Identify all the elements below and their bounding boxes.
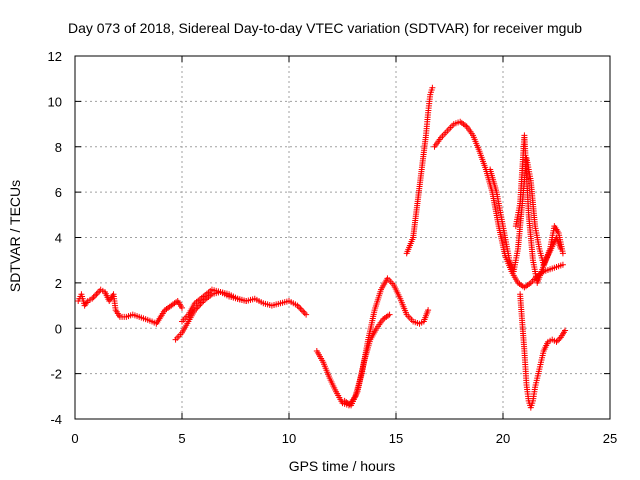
y-tick-label: 4 <box>55 231 62 246</box>
data-point <box>559 250 566 257</box>
series-segment-9 <box>512 132 566 286</box>
x-axis-label: GPS time / hours <box>289 458 396 474</box>
y-tick-label: 6 <box>55 185 62 200</box>
grid-lines <box>75 56 610 419</box>
data-point <box>298 307 305 314</box>
data-point <box>300 308 307 315</box>
data-point <box>559 261 566 268</box>
series-segment-6 <box>403 84 436 257</box>
data-point <box>562 327 569 334</box>
data-point <box>301 310 308 317</box>
series-segment-10 <box>517 291 569 411</box>
series-segment-5 <box>341 311 393 409</box>
x-tick-labels: 0 5 10 15 20 25 <box>71 431 617 446</box>
data-point <box>303 311 310 318</box>
data-points <box>75 84 569 411</box>
data-point <box>297 305 304 312</box>
data-point <box>243 298 250 305</box>
y-tick-labels: -4 -2 0 2 4 6 8 10 12 <box>48 49 62 427</box>
data-point <box>554 337 561 344</box>
y-tick-label: 8 <box>55 140 62 155</box>
data-point <box>91 292 98 299</box>
y-tick-label: 10 <box>48 94 62 109</box>
x-tick-label: 0 <box>71 431 78 446</box>
y-tick-label: 0 <box>55 321 62 336</box>
data-point <box>179 304 185 311</box>
y-axis-label: SDTVAR / TECUs <box>7 180 23 292</box>
data-point <box>295 304 302 311</box>
series-segment-1 <box>75 286 185 327</box>
data-point <box>429 84 436 91</box>
x-tick-label: 5 <box>178 431 185 446</box>
axis-ticks <box>74 55 611 420</box>
y-tick-label: -2 <box>50 367 62 382</box>
x-tick-label: 15 <box>389 431 403 446</box>
data-point <box>425 307 432 314</box>
y-tick-label: -4 <box>50 412 62 427</box>
chart-title: Day 073 of 2018, Sidereal Day-to-day VTE… <box>68 20 582 36</box>
y-tick-label: 2 <box>55 276 62 291</box>
data-point <box>90 294 97 301</box>
x-tick-label: 20 <box>496 431 510 446</box>
x-tick-label: 10 <box>282 431 296 446</box>
x-tick-label: 25 <box>603 431 617 446</box>
y-tick-label: 12 <box>48 49 62 64</box>
data-point <box>93 291 100 298</box>
data-point <box>386 311 393 318</box>
series-segment-3 <box>179 286 250 325</box>
